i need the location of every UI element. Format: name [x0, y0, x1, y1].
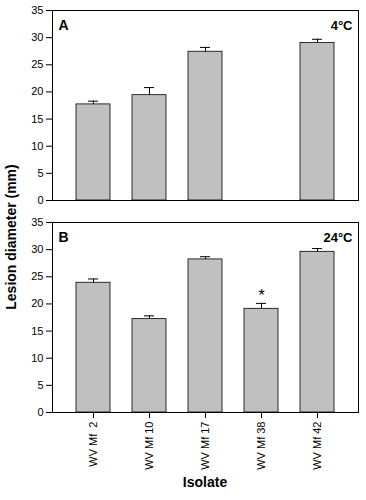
svg-text:WV Mf 2: WV Mf 2	[87, 422, 99, 467]
svg-text:0: 0	[37, 194, 43, 206]
svg-text:B: B	[59, 229, 69, 245]
svg-text:WV Mf 38: WV Mf 38	[255, 422, 267, 470]
svg-text:35: 35	[31, 216, 43, 228]
svg-text:30: 30	[31, 243, 43, 255]
svg-text:5: 5	[37, 379, 43, 391]
svg-text:15: 15	[31, 113, 43, 125]
svg-text:10: 10	[31, 140, 43, 152]
svg-text:*: *	[258, 287, 264, 304]
svg-text:25: 25	[31, 58, 43, 70]
svg-text:30: 30	[31, 31, 43, 43]
svg-text:WV Mf 17: WV Mf 17	[199, 422, 211, 470]
html-text:Isolate: Isolate	[182, 474, 228, 490]
svg-text:24°C: 24°C	[323, 230, 353, 245]
html-text:Lesion diameter (mm): Lesion diameter (mm)	[3, 164, 19, 310]
svg-text:20: 20	[31, 297, 43, 309]
svg-text:WV Mf 10: WV Mf 10	[143, 422, 155, 470]
svg-text:20: 20	[31, 85, 43, 97]
svg-text:0: 0	[37, 406, 43, 418]
svg-text:10: 10	[31, 352, 43, 364]
svg-text:4°C: 4°C	[331, 18, 353, 33]
svg-text:A: A	[59, 17, 69, 33]
svg-text:15: 15	[31, 325, 43, 337]
svg-text:35: 35	[31, 4, 43, 16]
svg-text:5: 5	[37, 167, 43, 179]
svg-text:WV Mf 42: WV Mf 42	[311, 422, 323, 470]
svg-text:25: 25	[31, 270, 43, 282]
